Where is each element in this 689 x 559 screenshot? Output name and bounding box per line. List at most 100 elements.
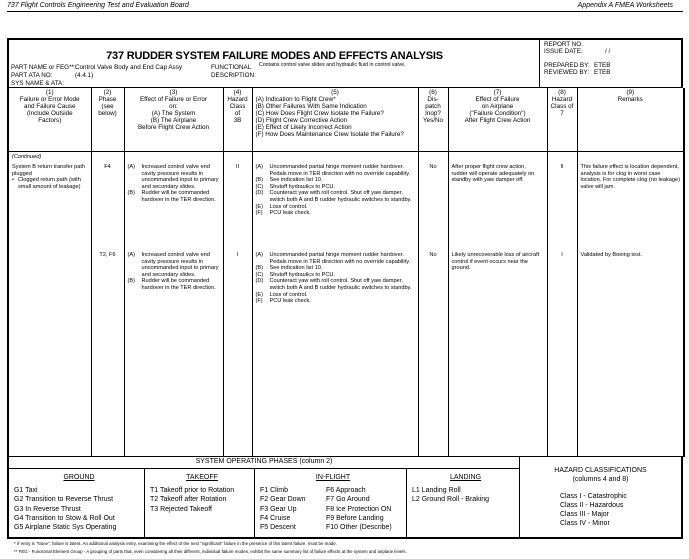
item-key: (F) — [255, 298, 263, 305]
column-header-line: Phase — [98, 96, 117, 103]
phase: F4 — [104, 164, 111, 171]
column-header-2: (2) Phase (see below) — [90, 88, 125, 152]
column-number: (8) — [558, 89, 566, 96]
hazard-class-item: Class III - Major — [560, 511, 610, 518]
column-header-9: (9) Remarks — [576, 88, 685, 152]
part-name-label: PART NAME or FEG**: — [11, 64, 76, 71]
phase-item: G1 Taxi — [14, 487, 38, 495]
failure-cause-bullet: • Clogged return path (with small amount … — [12, 177, 88, 190]
page-header-right: Appendix A FMEA Worksheets — [577, 2, 673, 9]
table-row: T2, F6 (A) Increased control valve end cav… — [7, 250, 685, 457]
column-header-line: Before Flight Crew Action — [137, 124, 210, 131]
table-row: System B return transfer path plugged • Cl… — [7, 162, 685, 251]
phase-item: F3 Gear Up — [260, 505, 297, 513]
item-text: Uncommanded partial hinge moment rudder … — [269, 164, 411, 177]
item-text: Uncommanded partial hinge moment rudder … — [269, 252, 411, 265]
item-text: Counteract yaw with roll control. Shut o… — [269, 190, 412, 204]
item-key: (A) — [127, 252, 135, 259]
crew-action-cell: (A) Uncommanded partial hinge moment rudd… — [251, 162, 419, 251]
sys-name-label: SYS NAME & ATA: — [11, 80, 64, 87]
column-header-line: (Include Outside — [26, 110, 73, 117]
phase-item: T1 Takeoff prior to Rotation — [150, 487, 235, 495]
phase-item: F2 Gear Down — [260, 496, 306, 504]
column-header-6: (6) Dis-patch Inop? Yes/No — [417, 88, 449, 152]
part-ata-value: (4.4.1) — [75, 72, 94, 79]
column-number: (5) — [331, 89, 339, 96]
column-header-line: Factors) — [38, 117, 62, 124]
list-item: (B) Rudder will be commanded hardover in … — [128, 278, 220, 291]
column-header-line: Remarks — [617, 96, 643, 103]
phase-item: F6 Approach — [326, 487, 366, 495]
column-number: (2) — [103, 89, 112, 96]
column-header-line: (E) Effect of Likely Incorrect Action — [255, 124, 352, 131]
item-text: Loss of control. — [269, 203, 308, 210]
table-cell: (Continued) — [7, 151, 92, 163]
hazard-title: HAZARD CLASSIFICATIONS — [554, 467, 647, 474]
list-item: (C) Shutoff hydraulics to PCU. — [256, 184, 415, 191]
table-cell — [251, 151, 419, 163]
phase-item: F10 Other (Describe) — [326, 524, 392, 532]
list-item: (A) Uncommanded partial hinge moment rudd… — [256, 164, 415, 177]
column-header-line: on Airplane — [481, 103, 514, 110]
column-header-line: (C) How Does Flight Crew Isolate the Fai… — [255, 110, 384, 117]
column-number: (7) — [493, 89, 502, 96]
phase-group-landing: LANDING L1 Landing Roll L2 Ground Roll - B… — [407, 469, 519, 537]
table-cell — [417, 151, 449, 163]
failure-mode-cell: System B return transfer path plugged • Cl… — [7, 162, 92, 251]
table-cell — [90, 151, 125, 163]
functional-label: FUNCTIONAL — [211, 64, 252, 71]
operating-phases-legend: SYSTEM OPERATING PHASES (column 2) GROUN… — [7, 456, 683, 539]
list-item: (B) See indication list 10. — [256, 177, 415, 184]
list-item: (C) Shutoff hydraulics to PCU. — [256, 272, 415, 279]
part-ata-label: PART ATA NO: — [11, 72, 53, 79]
footnote-feg: ** FEG - Functional Element Group - A gr… — [14, 549, 407, 554]
hazard-3b-cell: II — [222, 162, 253, 251]
column-header-3: (3) Effect of Failure or Error on: (A) The … — [123, 88, 224, 152]
phase-item: F4 Cruise — [260, 514, 291, 522]
item-key: (A) — [127, 164, 135, 171]
column-number: (3) — [169, 89, 178, 96]
hazard-class: II — [235, 164, 240, 171]
crew-action-cell: (A) Uncommanded partial hinge moment rudd… — [251, 250, 419, 457]
item-key: (B) — [255, 177, 263, 184]
column-header-line: and Failure Cause — [24, 103, 76, 110]
remarks-cell: Validated by Boeing test. — [576, 250, 685, 457]
item-text: Shutoff hydraulics to PCU. — [269, 271, 336, 278]
continued-label: (Continued) — [12, 153, 42, 160]
form-header: 737 RUDDER SYSTEM FAILURE MODES AND EFFE… — [7, 38, 683, 88]
remarks: Validated by Boeing test. — [580, 252, 642, 259]
item-text: Rudder will be commanded hardover in the… — [141, 190, 216, 204]
form-title: 737 RUDDER SYSTEM FAILURE MODES AND EFFE… — [106, 50, 443, 62]
column-number: (4) — [233, 89, 242, 96]
phase-item: G4 Transition to Stow & Roll Out — [14, 514, 115, 522]
item-text: Rudder will be commanded hardover in the… — [141, 278, 216, 292]
item-key: (A) — [255, 252, 263, 259]
phase-group-inflight: IN-FLIGHT F1 Climb F2 Gear Down F3 Gear Up… — [255, 469, 407, 537]
column-header-line: (A) Indication to Flight Crew* — [255, 96, 336, 103]
phase-cell: F4 — [90, 162, 125, 251]
column-header-line: Hazard — [227, 96, 248, 103]
item-key: (D) — [255, 190, 264, 197]
column-header-line: After Flight Crew Action — [464, 117, 531, 124]
hazard-class: II — [560, 164, 564, 171]
list-item: (A) Increased control valve end cavity pr… — [128, 252, 220, 278]
column-header-line: ("Failure Condition") — [469, 110, 526, 117]
list-item: (A) Increased control valve end cavity pr… — [128, 164, 220, 190]
table-cell — [447, 151, 548, 163]
item-key: (B) — [255, 265, 263, 272]
prepared-by-label: PREPARED BY: — [544, 62, 590, 69]
remarks: This failure effect is location dependen… — [580, 164, 681, 190]
phase-item: F1 Climb — [260, 487, 289, 495]
phase: T2, F6 — [99, 252, 116, 259]
column-header-7: (7) Effect of Failure on Airplane ("Failure… — [447, 88, 548, 152]
phase-item: G2 Transition to Reverse Thrust — [14, 496, 114, 504]
column-header-line: Hazard — [551, 96, 573, 103]
phase-group-ground: GROUND G1 Taxi G2 Transition to Reverse Th… — [9, 469, 145, 537]
phase-item: G3 In Reverse Thrust — [14, 505, 81, 513]
dispatch-cell: No — [417, 162, 449, 251]
hazard-class-item: Class II - Hazardous — [560, 502, 624, 509]
phase-group-takeoff: TAKEOFF T1 Takeoff prior to Rotation T2 Ta… — [145, 469, 255, 537]
failure-mode: System B return transfer path plugged — [12, 164, 86, 177]
hazard-3b-cell: I — [222, 250, 253, 457]
column-header-line: on: — [169, 103, 178, 110]
